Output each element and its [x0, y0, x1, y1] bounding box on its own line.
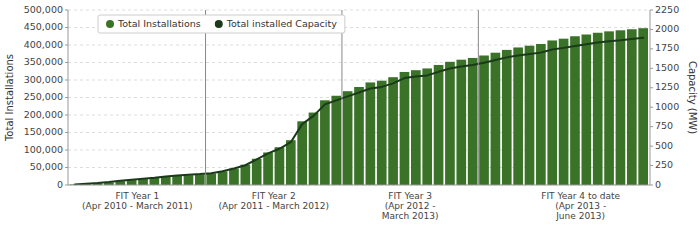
annotation-line: FIT Year 1: [115, 191, 159, 201]
y2-tick-label: 1500: [655, 62, 679, 73]
bar: [434, 65, 444, 185]
y-axis: [68, 10, 69, 185]
annotation-line: (Apr 2011 - March 2012): [218, 201, 329, 211]
bar: [275, 147, 285, 185]
annotation-line: (Apr 2013 -: [555, 201, 606, 211]
bar: [422, 68, 432, 185]
bar: [388, 77, 398, 185]
bar: [559, 39, 569, 185]
divider: [478, 10, 479, 185]
y2-tick-label: 1250: [655, 81, 679, 92]
y-tick-label: 350,000: [24, 56, 63, 67]
y-tick-label: 150,000: [24, 126, 63, 137]
bar: [218, 171, 228, 185]
y-tick-label: 100,000: [24, 144, 63, 155]
bar: [570, 36, 580, 185]
bar: [252, 159, 262, 185]
bar: [536, 44, 546, 185]
legend-marker: [106, 20, 114, 28]
y2-tick-label: 2250: [655, 4, 679, 15]
bar: [627, 29, 637, 185]
bar: [604, 31, 614, 185]
legend-label: Total installed Capacity: [226, 18, 337, 29]
legend: Total Installations Total installed Capac…: [98, 15, 345, 33]
bar: [354, 87, 364, 185]
bar: [309, 113, 319, 185]
divider: [341, 10, 342, 185]
y-tick-label: 200,000: [24, 109, 63, 120]
bar: [616, 30, 626, 185]
bar: [263, 152, 273, 185]
grid-line: [68, 185, 650, 186]
annotation-line: (Apr 2012 -: [385, 201, 436, 211]
bar: [206, 173, 216, 185]
bar: [400, 72, 410, 185]
annotation: FIT Year 2(Apr 2011 - March 2012): [218, 191, 329, 211]
annotation-line: FIT Year 2: [252, 191, 296, 201]
y-tick-label: 400,000: [24, 39, 63, 50]
bar: [456, 60, 466, 185]
bar: [343, 91, 353, 185]
bar: [320, 100, 330, 185]
bar: [582, 35, 592, 186]
bar: [502, 50, 512, 185]
y-tick-label: 500,000: [24, 4, 63, 15]
y-tick-label: 50,000: [30, 161, 63, 172]
annotation-line: March 2013): [382, 211, 439, 221]
annotation: FIT Year 3(Apr 2012 -March 2013): [382, 191, 439, 221]
legend-marker: [215, 20, 223, 28]
line: [75, 38, 643, 185]
bar: [286, 140, 296, 185]
bar: [468, 58, 478, 185]
bar: [161, 177, 171, 185]
annotation-line: June 2013): [555, 211, 605, 221]
y2-axis-label: Capacity (MW): [687, 61, 698, 134]
y2-tick-label: 0: [655, 179, 661, 190]
bar: [366, 82, 376, 185]
y2-tick-label: 500: [655, 140, 673, 151]
annotation: FIT Year 4 to date(Apr 2013 -June 2013): [541, 191, 620, 221]
annotation: FIT Year 1(Apr 2010 - March 2011): [82, 191, 193, 211]
grid-line: [68, 10, 650, 11]
chart: 0 50,000 100,000 150,000 200,000 250,000 300,0…: [0, 0, 700, 243]
bar: [377, 81, 387, 185]
bar: [331, 96, 341, 185]
y2-tick-label: 250: [655, 159, 673, 170]
bar: [593, 33, 603, 185]
bar: [240, 165, 250, 185]
bar: [445, 62, 455, 185]
bar: [229, 169, 239, 185]
bar: [184, 175, 194, 185]
bar: [513, 47, 523, 185]
grid: [68, 10, 650, 185]
bar: [411, 70, 421, 185]
divider: [205, 10, 206, 185]
annotation-line: FIT Year 3: [388, 191, 432, 201]
y2-tick-label: 1000: [655, 101, 679, 112]
bar: [479, 56, 489, 186]
annotation-line: FIT Year 4 to date: [541, 191, 620, 201]
plot-area: [70, 28, 648, 185]
y-tick-label: 0: [57, 179, 63, 190]
bar: [525, 46, 535, 185]
legend-box: [98, 15, 345, 33]
y-axis-label: Total Installations: [4, 54, 15, 142]
legend-label: Total Installations: [117, 18, 201, 29]
y2-tick-label: 1750: [655, 42, 679, 53]
x-axis: [68, 185, 650, 186]
bar: [547, 40, 557, 185]
y-tick-label: 300,000: [24, 74, 63, 85]
y2-axis: [650, 10, 651, 185]
y-tick-label: 250,000: [24, 91, 63, 102]
y-tick-label: 450,000: [24, 21, 63, 32]
annotation-line: (Apr 2010 - March 2011): [82, 201, 193, 211]
bar: [195, 175, 205, 186]
bar: [172, 176, 182, 185]
y2-tick-label: 2000: [655, 23, 679, 34]
bar: [491, 53, 501, 185]
y2-tick-label: 750: [655, 120, 673, 131]
bar: [638, 28, 648, 185]
